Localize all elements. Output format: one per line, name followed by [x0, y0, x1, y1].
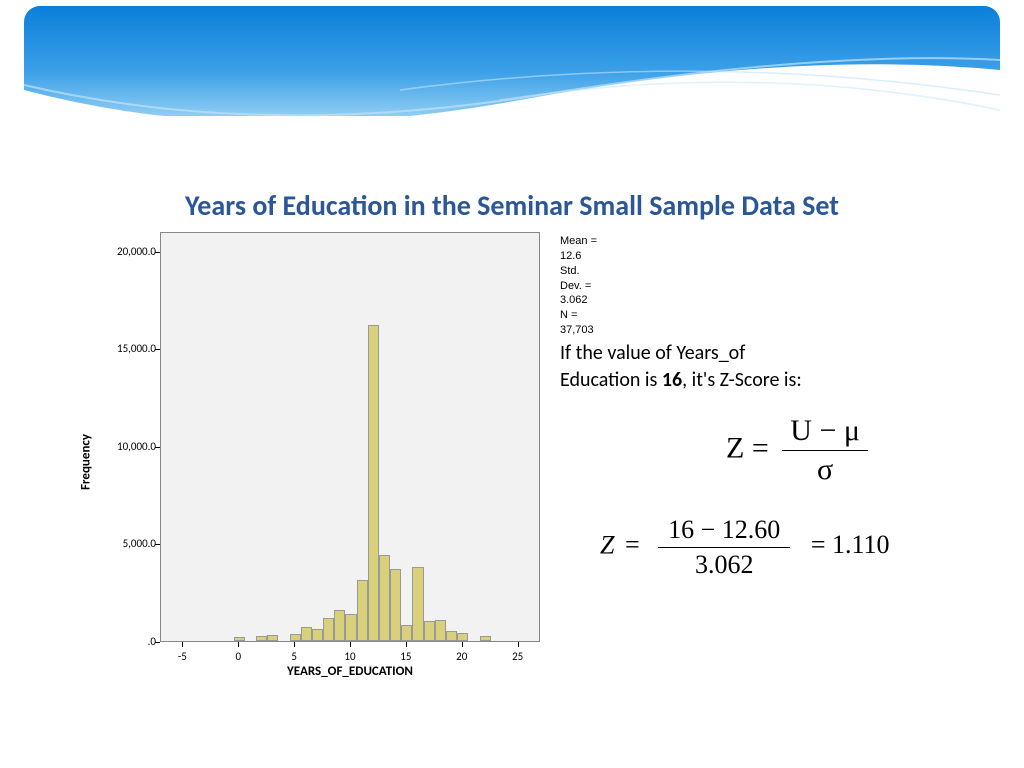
explanation-panel: If the value of Years_of Education is 16…	[560, 340, 990, 580]
formula-den: σ	[782, 451, 868, 487]
f2-eq: =	[625, 530, 640, 559]
f2-fraction: 16 − 12.60 3.062	[658, 515, 790, 580]
y-tick-mark	[155, 447, 160, 448]
bar	[345, 614, 356, 641]
y-axis-label: Frequency	[79, 434, 94, 490]
y-tick-label: 10,000.0	[96, 440, 156, 453]
x-tick-label: 0	[223, 650, 253, 663]
stat-mean: Mean = 12.6	[560, 234, 600, 264]
f2-num: 16 − 12.60	[658, 515, 790, 548]
explain-line1: If the value of Years_of	[560, 341, 745, 365]
x-tick-mark	[238, 642, 239, 647]
x-axis-label: YEARS_OF_EDUCATION	[160, 664, 540, 706]
y-tick-mark	[155, 642, 160, 643]
bar	[234, 637, 245, 641]
bar	[267, 635, 278, 641]
x-tick-label: 15	[391, 650, 421, 663]
x-tick-label: 5	[279, 650, 309, 663]
y-tick-mark	[155, 544, 160, 545]
bar	[424, 621, 435, 641]
y-tick-mark	[155, 252, 160, 253]
bar	[368, 325, 379, 641]
bar	[256, 636, 267, 641]
y-tick-label: .0	[96, 635, 156, 648]
f2-rhs: = 1.110	[811, 530, 890, 559]
f2-lhs: Z	[600, 530, 614, 559]
x-tick-mark	[518, 642, 519, 647]
bars-container	[161, 233, 539, 641]
stat-n: N = 37,703	[560, 308, 600, 338]
x-tick-label: 25	[503, 650, 533, 663]
bar	[334, 610, 345, 641]
explain-line2b: , it's Z-Score is:	[682, 368, 802, 392]
z-formula-numeric: Z = 16 − 12.60 3.062 = 1.110	[600, 515, 990, 580]
y-tick-label: 20,000.0	[96, 245, 156, 258]
bar	[457, 633, 468, 641]
y-tick-mark	[155, 349, 160, 350]
bar	[290, 634, 301, 641]
stats-box: Mean = 12.6 Std. Dev. = 3.062 N = 37,703	[560, 234, 600, 338]
x-tick-label: 10	[335, 650, 365, 663]
bar	[390, 569, 401, 641]
explain-line2a: Education is	[560, 368, 662, 392]
y-tick-label: 5,000.0	[96, 537, 156, 550]
slide: Years of Education in the Seminar Small …	[0, 0, 1024, 768]
bar	[480, 636, 491, 641]
formula-num: U − μ	[782, 414, 868, 451]
x-tick-label: 20	[447, 650, 477, 663]
explain-bold: 16	[662, 368, 682, 392]
x-tick-mark	[462, 642, 463, 647]
plot-region	[160, 232, 540, 642]
bar	[379, 555, 390, 641]
x-tick-label: -5	[167, 650, 197, 663]
bar	[323, 618, 334, 641]
stat-sd: Std. Dev. = 3.062	[560, 264, 600, 309]
wave-header	[0, 0, 1024, 160]
slide-title: Years of Education in the Seminar Small …	[0, 188, 1024, 223]
x-tick-mark	[294, 642, 295, 647]
bar	[357, 580, 368, 641]
f2-den: 3.062	[658, 548, 790, 580]
x-tick-mark	[350, 642, 351, 647]
bar	[312, 629, 323, 641]
x-tick-mark	[406, 642, 407, 647]
z-formula-generic: Z = U − μ σ	[610, 414, 990, 487]
y-tick-label: 15,000.0	[96, 342, 156, 355]
bar	[435, 620, 446, 641]
histogram-chart: Frequency .0 5,000.0 10,000.0 15,000.0 20,00…	[60, 222, 600, 702]
explanation-text: If the value of Years_of Education is 16…	[560, 340, 990, 394]
bar	[446, 631, 457, 641]
x-tick-mark	[182, 642, 183, 647]
bar	[301, 627, 312, 641]
bar	[412, 567, 423, 641]
formula-lhs: Z =	[726, 431, 769, 464]
fraction: U − μ σ	[782, 414, 868, 487]
bar	[401, 625, 412, 641]
